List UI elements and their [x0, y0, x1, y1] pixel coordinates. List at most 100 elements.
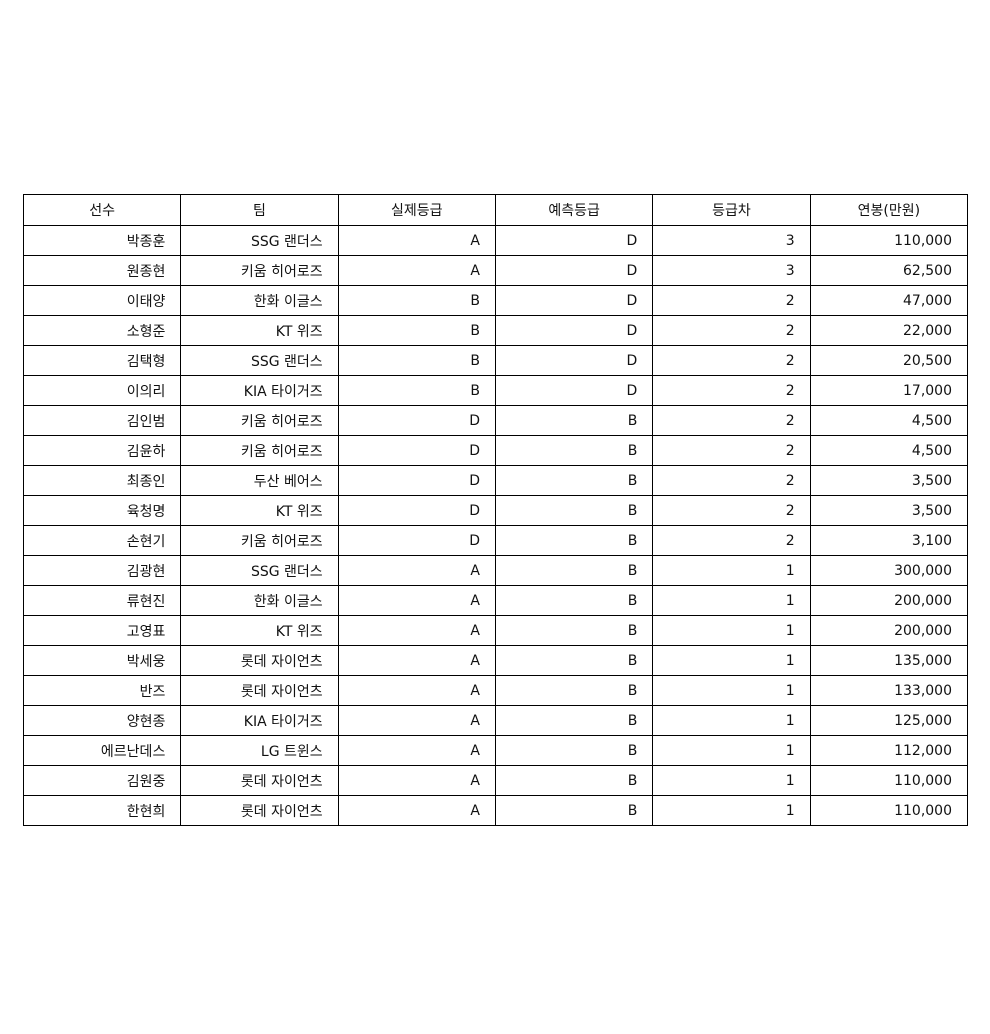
- cell-predicted-grade: D: [494, 315, 654, 346]
- cell-salary: 62,500: [809, 255, 969, 286]
- cell-player: 에르난데스: [22, 735, 182, 766]
- table-row: 양현종 KIA 타이거즈 A B 1 125,000: [22, 705, 969, 736]
- cell-predicted-grade: D: [494, 375, 654, 406]
- table-row: 이태양 한화 이글스 B D 2 47,000: [22, 285, 969, 316]
- cell-grade-diff: 1: [652, 705, 811, 736]
- cell-grade-diff: 3: [652, 225, 811, 256]
- cell-team: 한화 이글스: [180, 285, 339, 316]
- cell-player: 김윤하: [22, 435, 182, 466]
- table-row: 손현기 키움 히어로즈 D B 2 3,100: [22, 525, 969, 556]
- cell-actual-grade: B: [337, 375, 496, 406]
- cell-predicted-grade: B: [494, 555, 654, 586]
- cell-actual-grade: A: [337, 765, 496, 796]
- cell-predicted-grade: B: [494, 705, 654, 736]
- cell-actual-grade: D: [337, 405, 496, 436]
- cell-player: 김택형: [22, 345, 182, 376]
- table-row: 에르난데스 LG 트윈스 A B 1 112,000: [22, 735, 969, 766]
- cell-grade-diff: 1: [652, 555, 811, 586]
- cell-grade-diff: 1: [652, 765, 811, 796]
- cell-predicted-grade: B: [494, 525, 654, 556]
- cell-grade-diff: 2: [652, 285, 811, 316]
- header-player: 선수: [22, 194, 182, 226]
- cell-salary: 4,500: [809, 405, 969, 436]
- cell-player: 김원중: [22, 765, 182, 796]
- cell-predicted-grade: B: [494, 765, 654, 796]
- cell-salary: 3,500: [809, 465, 969, 496]
- cell-player: 김광현: [22, 555, 182, 586]
- header-salary: 연봉(만원): [809, 194, 969, 226]
- cell-grade-diff: 2: [652, 405, 811, 436]
- cell-predicted-grade: B: [494, 435, 654, 466]
- cell-actual-grade: D: [337, 435, 496, 466]
- cell-player: 김인범: [22, 405, 182, 436]
- cell-grade-diff: 2: [652, 315, 811, 346]
- cell-actual-grade: A: [337, 225, 496, 256]
- cell-team: 한화 이글스: [180, 585, 339, 616]
- cell-grade-diff: 2: [652, 495, 811, 526]
- cell-team: KT 위즈: [180, 615, 339, 646]
- cell-salary: 135,000: [809, 645, 969, 676]
- cell-player: 양현종: [22, 705, 182, 736]
- cell-salary: 17,000: [809, 375, 969, 406]
- table-row: 소형준 KT 위즈 B D 2 22,000: [22, 315, 969, 346]
- table-row: 김택형 SSG 랜더스 B D 2 20,500: [22, 345, 969, 376]
- cell-actual-grade: A: [337, 705, 496, 736]
- cell-predicted-grade: B: [494, 675, 654, 706]
- cell-grade-diff: 2: [652, 435, 811, 466]
- cell-predicted-grade: D: [494, 345, 654, 376]
- cell-salary: 20,500: [809, 345, 969, 376]
- cell-predicted-grade: B: [494, 465, 654, 496]
- cell-salary: 133,000: [809, 675, 969, 706]
- cell-player: 한현희: [22, 795, 182, 826]
- cell-predicted-grade: B: [494, 495, 654, 526]
- cell-predicted-grade: D: [494, 255, 654, 286]
- cell-grade-diff: 1: [652, 795, 811, 826]
- table-row: 한현희 롯데 자이언츠 A B 1 110,000: [22, 795, 969, 826]
- cell-player: 고영표: [22, 615, 182, 646]
- cell-predicted-grade: B: [494, 735, 654, 766]
- table-row: 최종인 두산 베어스 D B 2 3,500: [22, 465, 969, 496]
- cell-team: SSG 랜더스: [180, 555, 339, 586]
- cell-salary: 112,000: [809, 735, 969, 766]
- cell-salary: 200,000: [809, 615, 969, 646]
- table-row: 류현진 한화 이글스 A B 1 200,000: [22, 585, 969, 616]
- cell-predicted-grade: B: [494, 645, 654, 676]
- player-grade-table: 선수 팀 실제등급 예측등급 등급차 연봉(만원) 박종훈 SSG 랜더스 A D 3 1…: [22, 194, 969, 826]
- cell-actual-grade: A: [337, 255, 496, 286]
- cell-actual-grade: D: [337, 525, 496, 556]
- cell-actual-grade: A: [337, 735, 496, 766]
- cell-team: 롯데 자이언츠: [180, 765, 339, 796]
- cell-team: KT 위즈: [180, 495, 339, 526]
- cell-team: 키움 히어로즈: [180, 255, 339, 286]
- cell-team: SSG 랜더스: [180, 225, 339, 256]
- cell-actual-grade: B: [337, 315, 496, 346]
- table-row: 반즈 롯데 자이언츠 A B 1 133,000: [22, 675, 969, 706]
- cell-team: 롯데 자이언츠: [180, 675, 339, 706]
- cell-salary: 110,000: [809, 225, 969, 256]
- cell-player: 소형준: [22, 315, 182, 346]
- cell-salary: 300,000: [809, 555, 969, 586]
- cell-grade-diff: 2: [652, 345, 811, 376]
- cell-player: 원종현: [22, 255, 182, 286]
- cell-salary: 110,000: [809, 795, 969, 826]
- cell-player: 손현기: [22, 525, 182, 556]
- cell-salary: 47,000: [809, 285, 969, 316]
- cell-team: 키움 히어로즈: [180, 435, 339, 466]
- table-row: 박세웅 롯데 자이언츠 A B 1 135,000: [22, 645, 969, 676]
- cell-actual-grade: D: [337, 495, 496, 526]
- table-row: 고영표 KT 위즈 A B 1 200,000: [22, 615, 969, 646]
- cell-grade-diff: 2: [652, 375, 811, 406]
- table-row: 육청명 KT 위즈 D B 2 3,500: [22, 495, 969, 526]
- cell-salary: 125,000: [809, 705, 969, 736]
- cell-predicted-grade: B: [494, 405, 654, 436]
- cell-team: 롯데 자이언츠: [180, 645, 339, 676]
- cell-grade-diff: 1: [652, 645, 811, 676]
- table-body: 박종훈 SSG 랜더스 A D 3 110,000 원종현 키움 히어로즈 A D 3 62,500 이…: [22, 225, 969, 826]
- table-row: 김윤하 키움 히어로즈 D B 2 4,500: [22, 435, 969, 466]
- cell-salary: 110,000: [809, 765, 969, 796]
- header-row: 선수 팀 실제등급 예측등급 등급차 연봉(만원): [22, 194, 969, 226]
- cell-salary: 3,100: [809, 525, 969, 556]
- table-row: 김원중 롯데 자이언츠 A B 1 110,000: [22, 765, 969, 796]
- table-row: 박종훈 SSG 랜더스 A D 3 110,000: [22, 225, 969, 256]
- cell-player: 이의리: [22, 375, 182, 406]
